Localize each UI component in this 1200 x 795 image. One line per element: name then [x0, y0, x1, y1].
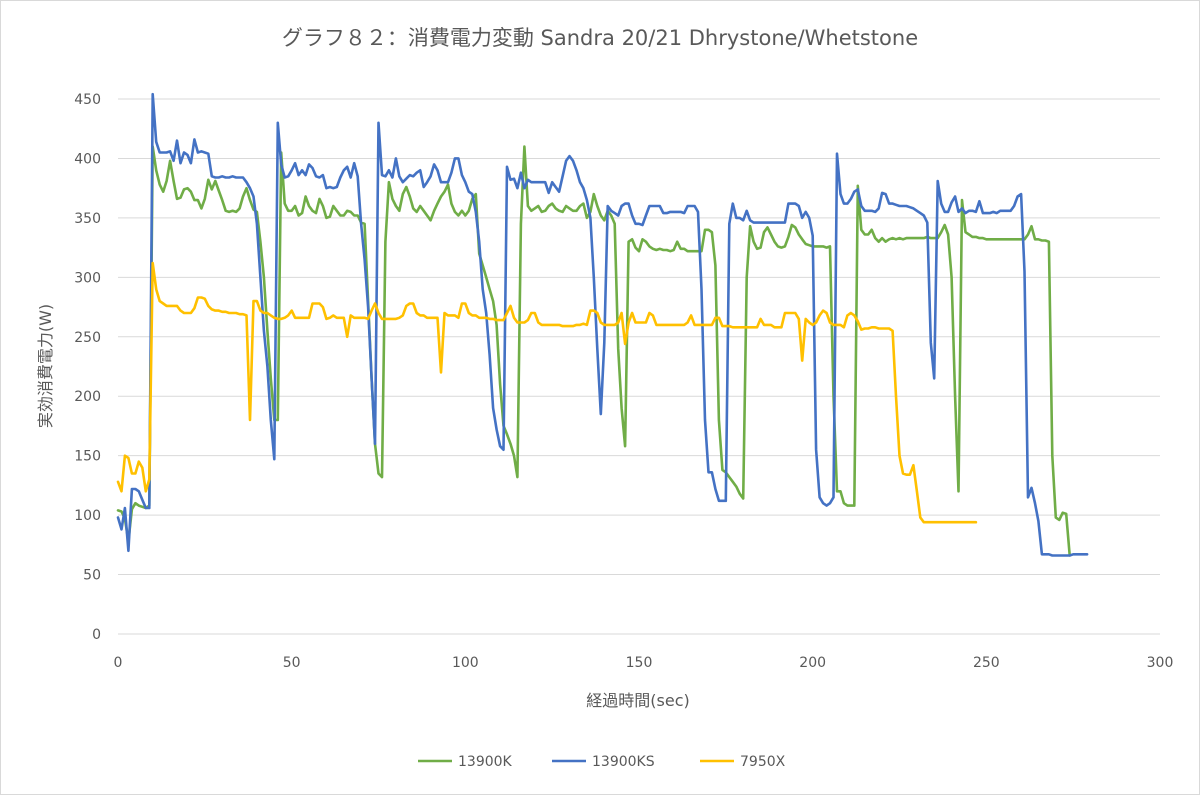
x-tick-300: 300 — [1147, 655, 1174, 671]
legend-label-13900KS: 13900KS — [592, 754, 655, 770]
x-tick-250: 250 — [973, 655, 1000, 671]
series-lines — [116, 92, 1089, 557]
y-tick-100: 100 — [74, 508, 101, 524]
x-tick-0: 0 — [114, 655, 123, 671]
legend-label-13900K: 13900K — [458, 754, 513, 770]
series-line-13900K — [116, 145, 1071, 557]
x-tick-100: 100 — [452, 655, 479, 671]
grid-lines — [118, 98, 1160, 635]
y-tick-50: 50 — [83, 568, 101, 584]
y-tick-450: 450 — [74, 92, 101, 108]
series-line-13900KS — [116, 92, 1089, 557]
x-axis-label: 経過時間(sec) — [586, 691, 689, 710]
y-tick-350: 350 — [74, 211, 101, 227]
y-tick-0: 0 — [92, 627, 101, 643]
y-axis-label: 実効消費電力(W) — [36, 304, 55, 428]
legend: 13900K 13900KS 7950X — [418, 754, 786, 770]
y-tick-200: 200 — [74, 389, 101, 405]
x-tick-200: 200 — [799, 655, 826, 671]
y-tick-250: 250 — [74, 330, 101, 346]
y-tick-150: 150 — [74, 449, 101, 465]
chart-title: グラフ８２：消費電力変動 Sandra 20/21 Dhrystone/Whet… — [282, 26, 918, 50]
y-tick-400: 400 — [74, 151, 101, 167]
y-tick-300: 300 — [74, 270, 101, 286]
y-tick-labels: 0 50 100 150 200 250 300 350 400 450 — [74, 92, 101, 643]
legend-label-7950X: 7950X — [740, 754, 786, 770]
x-tick-150: 150 — [626, 655, 653, 671]
x-tick-labels: 0 50 100 150 200 250 300 — [114, 655, 1174, 671]
series-line-7950X — [116, 261, 978, 524]
x-tick-50: 50 — [283, 655, 301, 671]
